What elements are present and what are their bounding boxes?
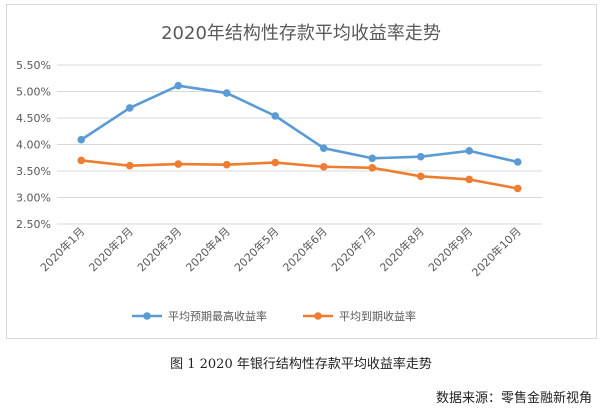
data-point (368, 164, 377, 172)
data-point (319, 162, 328, 171)
x-tick-label: 2020年8月 (377, 224, 427, 274)
chart-frame: 2020年结构性存款平均收益率走势 2.50% 3.00% 3.50% 4.00% 4.… (6, 4, 597, 339)
chart-title: 2020年结构性存款平均收益率走势 (161, 23, 441, 44)
x-tick-label: 2020年3月 (134, 224, 184, 274)
y-tick-label: 4.50% (16, 112, 51, 125)
legend-label: 平均预期最高收益率 (168, 309, 267, 323)
y-tick-label: 3.00% (16, 192, 51, 205)
legend-swatch-marker (143, 312, 151, 320)
data-point (271, 158, 280, 167)
legend-item-1: 平均预期最高收益率 (132, 309, 267, 323)
data-point (77, 135, 86, 144)
data-point (271, 112, 280, 120)
data-point (513, 158, 522, 166)
x-tick-label: 2020年9月 (425, 224, 475, 274)
x-tick-label: 2020年6月 (280, 224, 330, 274)
x-tick-label: 2020年10月 (469, 224, 524, 279)
data-point (416, 152, 425, 161)
data-source-note: 数据来源：零售金融新视角 (435, 391, 592, 406)
x-tick-label: 2020年1月 (37, 224, 87, 274)
y-tick-label: 4.00% (16, 139, 51, 152)
series-line (81, 159, 518, 190)
data-point (174, 81, 183, 90)
series-2 (77, 156, 522, 193)
data-point (125, 161, 134, 170)
data-point (465, 147, 474, 155)
x-tick-label: 2020年2月 (86, 224, 136, 274)
x-tick-label: 2020年5月 (231, 224, 281, 274)
series-1 (77, 81, 522, 166)
data-point (77, 156, 86, 165)
legend-item-2: 平均到期收益率 (303, 309, 416, 323)
data-point (319, 144, 328, 153)
series-line (80, 84, 519, 164)
line-chart: 2020年结构性存款平均收益率走势 2.50% 3.00% 3.50% 4.00% 4.… (16, 23, 542, 323)
figure-caption: 图 1 2020 年银行结构性存款平均收益率走势 (170, 357, 432, 372)
y-tick-label: 2.50% (16, 218, 51, 231)
data-point (465, 175, 474, 184)
x-tick-label: 2020年4月 (183, 224, 233, 274)
y-tick-label: 3.50% (16, 165, 51, 178)
data-point (368, 154, 377, 163)
data-point (125, 104, 134, 112)
data-point (174, 160, 183, 168)
y-tick-label: 5.50% (16, 59, 51, 72)
data-point (222, 160, 231, 169)
data-point (513, 184, 522, 193)
legend-label: 平均到期收益率 (339, 309, 416, 323)
data-point (416, 172, 425, 181)
x-tick-label: 2020年7月 (328, 224, 378, 274)
y-tick-label: 5.00% (16, 86, 51, 99)
data-point (222, 89, 231, 97)
legend-swatch-marker (314, 312, 322, 320)
